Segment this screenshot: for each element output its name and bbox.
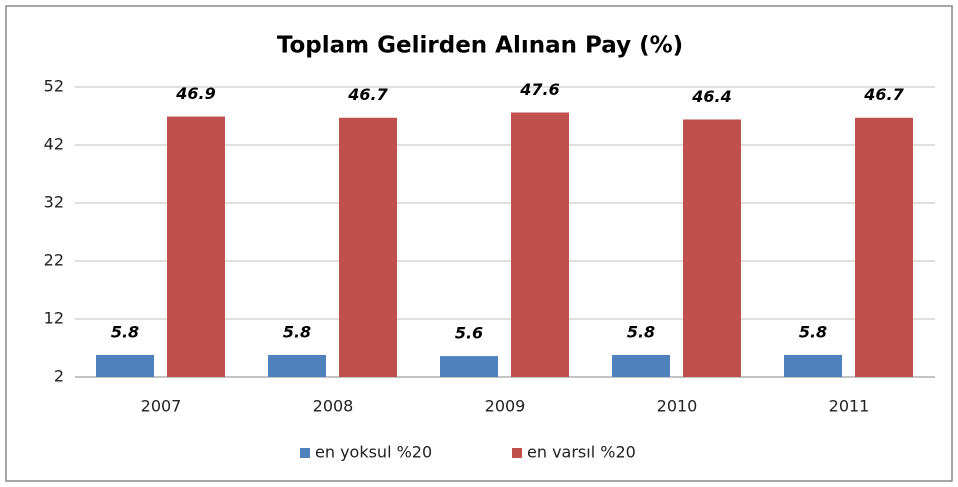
data-label: 46.4: [691, 87, 731, 106]
chart-title: Toplam Gelirden Alınan Pay (%): [277, 33, 683, 59]
x-tick-label: 2007: [141, 397, 182, 416]
legend-label: en yoksul %20: [315, 443, 432, 462]
data-label: 5.8: [111, 322, 139, 341]
y-tick-label: 12: [44, 309, 64, 328]
legend-label: en varsıl %20: [527, 443, 636, 462]
bar: [511, 112, 569, 378]
bar: [784, 354, 842, 377]
y-tick-label: 22: [44, 251, 64, 270]
y-tick-label: 52: [44, 77, 64, 96]
data-label: 47.6: [519, 80, 559, 99]
bar: [268, 354, 326, 377]
bar: [96, 354, 154, 377]
x-tick-label: 2011: [829, 397, 870, 416]
data-label: 5.6: [455, 324, 483, 343]
y-tick-label: 2: [54, 367, 64, 386]
data-label: 5.8: [283, 322, 311, 341]
x-tick-label: 2010: [657, 397, 698, 416]
legend-swatch: [300, 448, 310, 458]
data-label: 46.9: [175, 84, 215, 103]
data-label: 5.8: [627, 322, 655, 341]
bar: [683, 119, 741, 377]
y-tick-label: 42: [44, 135, 64, 154]
x-tick-label: 2008: [313, 397, 354, 416]
chart-frame: [5, 5, 953, 482]
bar: [855, 117, 913, 378]
legend-swatch: [512, 448, 522, 458]
data-label: 46.7: [863, 85, 904, 104]
x-tick-label: 2009: [485, 397, 526, 416]
bar: [339, 117, 397, 378]
y-tick-label: 32: [44, 193, 64, 212]
bar: [167, 116, 225, 377]
bar: [440, 356, 498, 377]
data-label: 5.8: [799, 322, 827, 341]
bar: [612, 354, 670, 377]
data-label: 46.7: [347, 85, 388, 104]
